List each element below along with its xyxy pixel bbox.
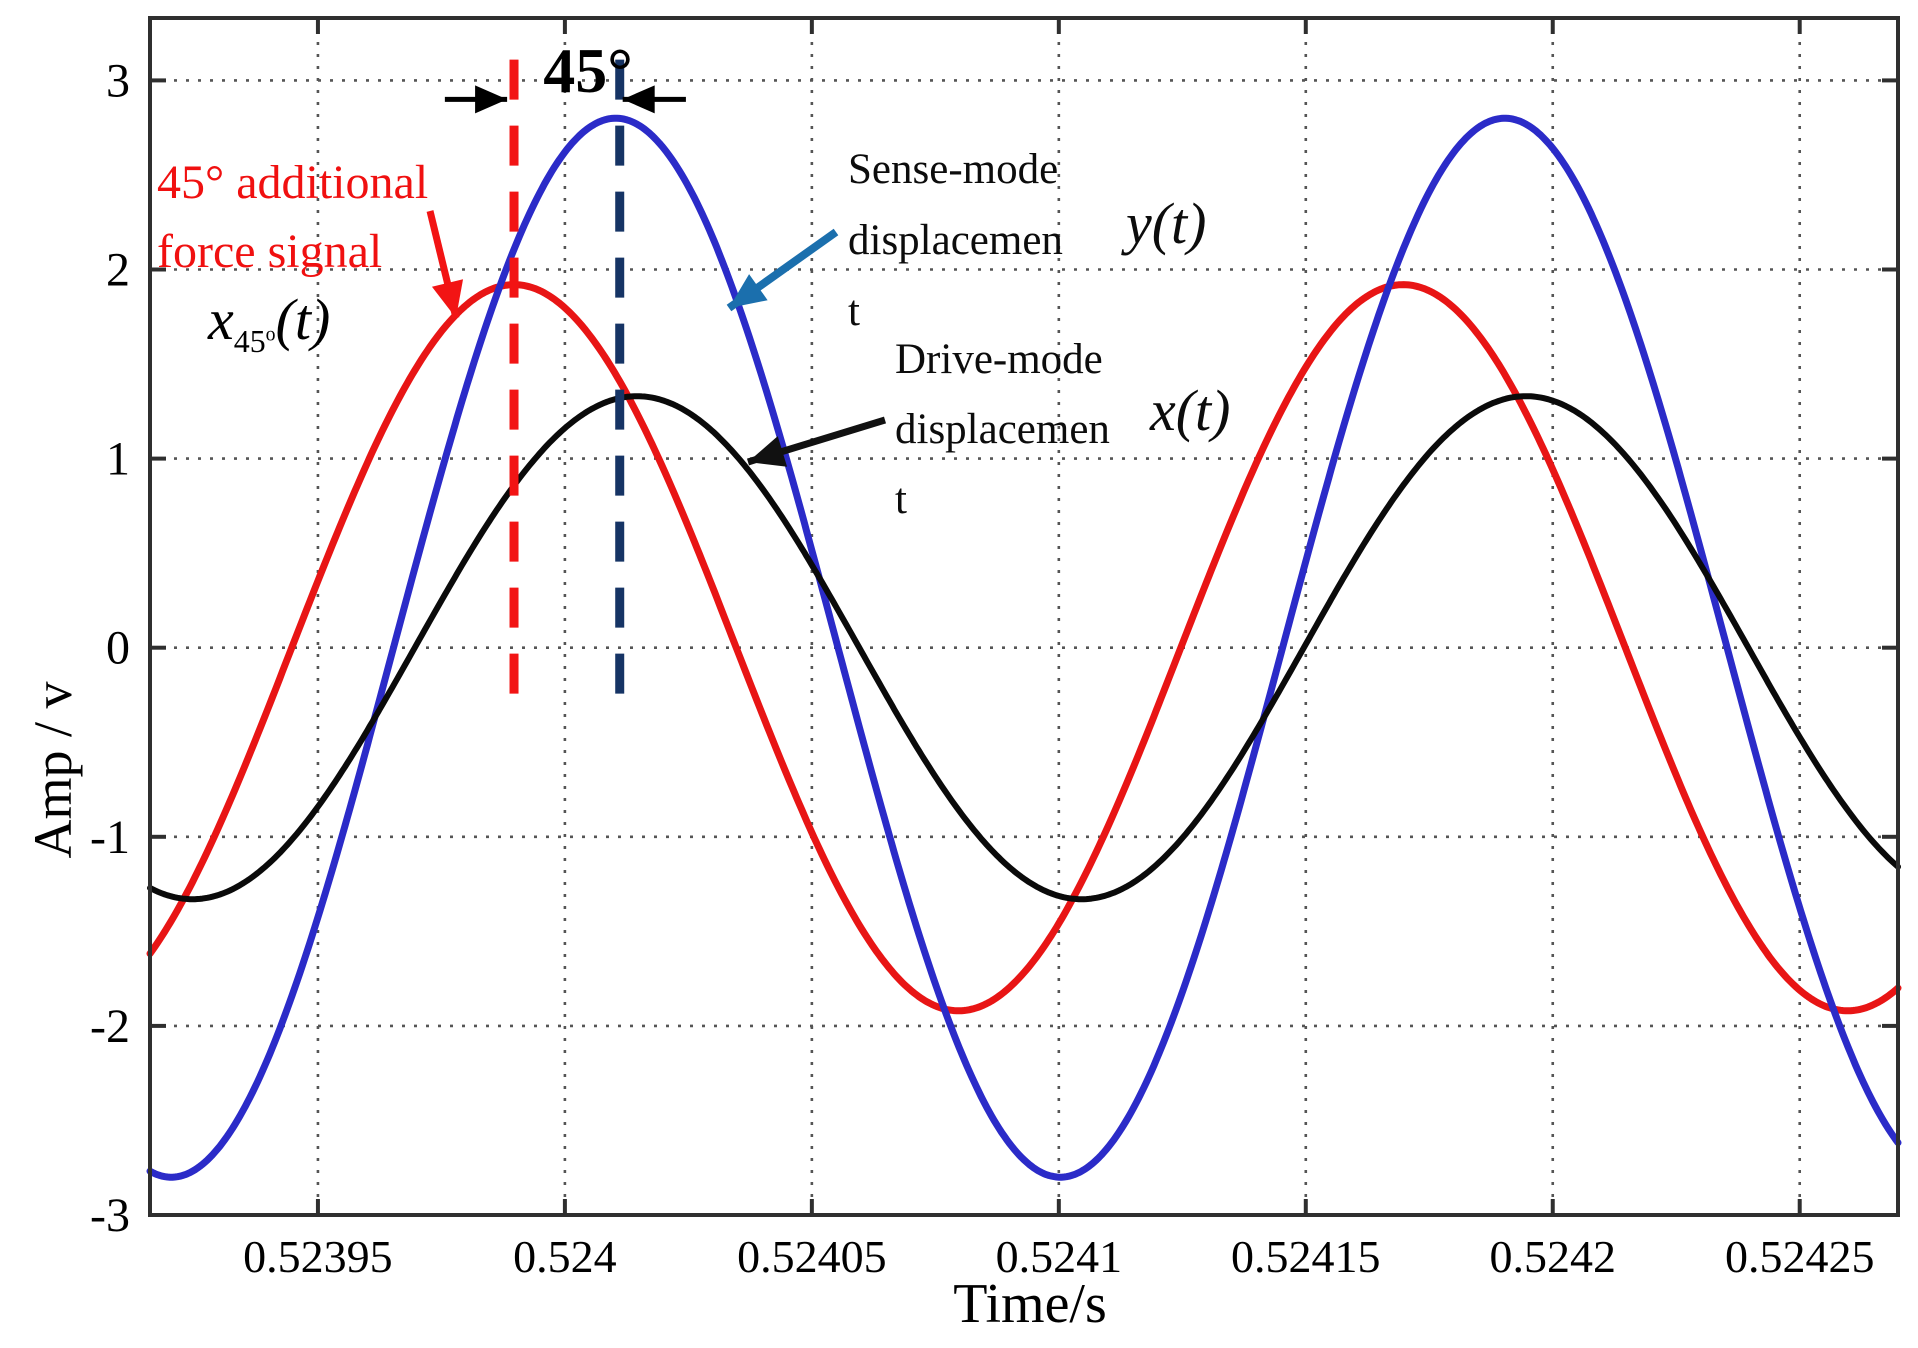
measure-arrow-head-1 (622, 85, 655, 114)
y-tick-label-6: -3 (90, 1189, 130, 1242)
phase-angle-label: 45° (543, 35, 633, 106)
y-tick-label-0: 3 (106, 54, 130, 107)
series-curve-2 (147, 393, 1901, 903)
yt-math-label: y(t) (1126, 191, 1207, 256)
y-tick-label-2: 1 (106, 433, 130, 486)
x45-degree-mark: o (265, 322, 276, 345)
plot-border (148, 16, 1900, 1217)
sense-mode-label-line1: Sense-mode (848, 146, 1059, 193)
series-curve-1 (146, 114, 1902, 1181)
x-tick-label-4: 0.52415 (1231, 1231, 1381, 1282)
x-tick-label-2: 0.52405 (737, 1231, 887, 1282)
force-signal-label-line1: 45° additional (157, 156, 429, 209)
y-tick-label-4: -1 (90, 811, 130, 864)
sense-mode-label: Sense-mode displacemen t (848, 134, 1063, 347)
x-tick-label-1: 0.524 (513, 1231, 617, 1282)
x-axis-title: Time/s (953, 1273, 1107, 1335)
drive-mode-label-line1: Drive-mode (895, 336, 1103, 383)
x45-math-label: x45o(t) (208, 286, 330, 360)
y-axis-title: Amp / v (23, 681, 83, 859)
y-tick-label-1: 2 (106, 244, 130, 297)
force-signal-label: 45° additional force signal (157, 148, 428, 286)
series-curve-0 (146, 281, 1902, 1015)
measure-arrow-head-0 (475, 85, 508, 114)
black-callout-arrow-head (748, 436, 788, 467)
red-callout-arrow-head (431, 279, 464, 318)
sense-mode-label-line3: t (848, 288, 860, 335)
drive-mode-label-line3: t (895, 476, 907, 523)
drive-mode-label: Drive-mode displacemen t (895, 325, 1110, 535)
x-tick-label-5: 0.5242 (1489, 1231, 1616, 1282)
x45-subscript: 45 (233, 323, 266, 359)
force-signal-label-line2: force signal (157, 225, 383, 278)
x-tick-label-3: 0.5241 (996, 1231, 1123, 1282)
sense-mode-label-line2: displacemen (848, 217, 1063, 264)
x45-argument: (t) (275, 287, 331, 352)
xt-math-label: x(t) (1150, 378, 1231, 443)
x-tick-label-0: 0.52395 (243, 1231, 393, 1282)
x-tick-label-6: 0.52425 (1725, 1231, 1875, 1282)
y-tick-label-3: 0 (106, 622, 130, 675)
blue-callout-arrow-head (729, 274, 768, 308)
y-tick-label-5: -2 (90, 1000, 130, 1053)
x45-base: x (208, 287, 234, 352)
drive-mode-label-line2: displacemen (895, 406, 1110, 453)
